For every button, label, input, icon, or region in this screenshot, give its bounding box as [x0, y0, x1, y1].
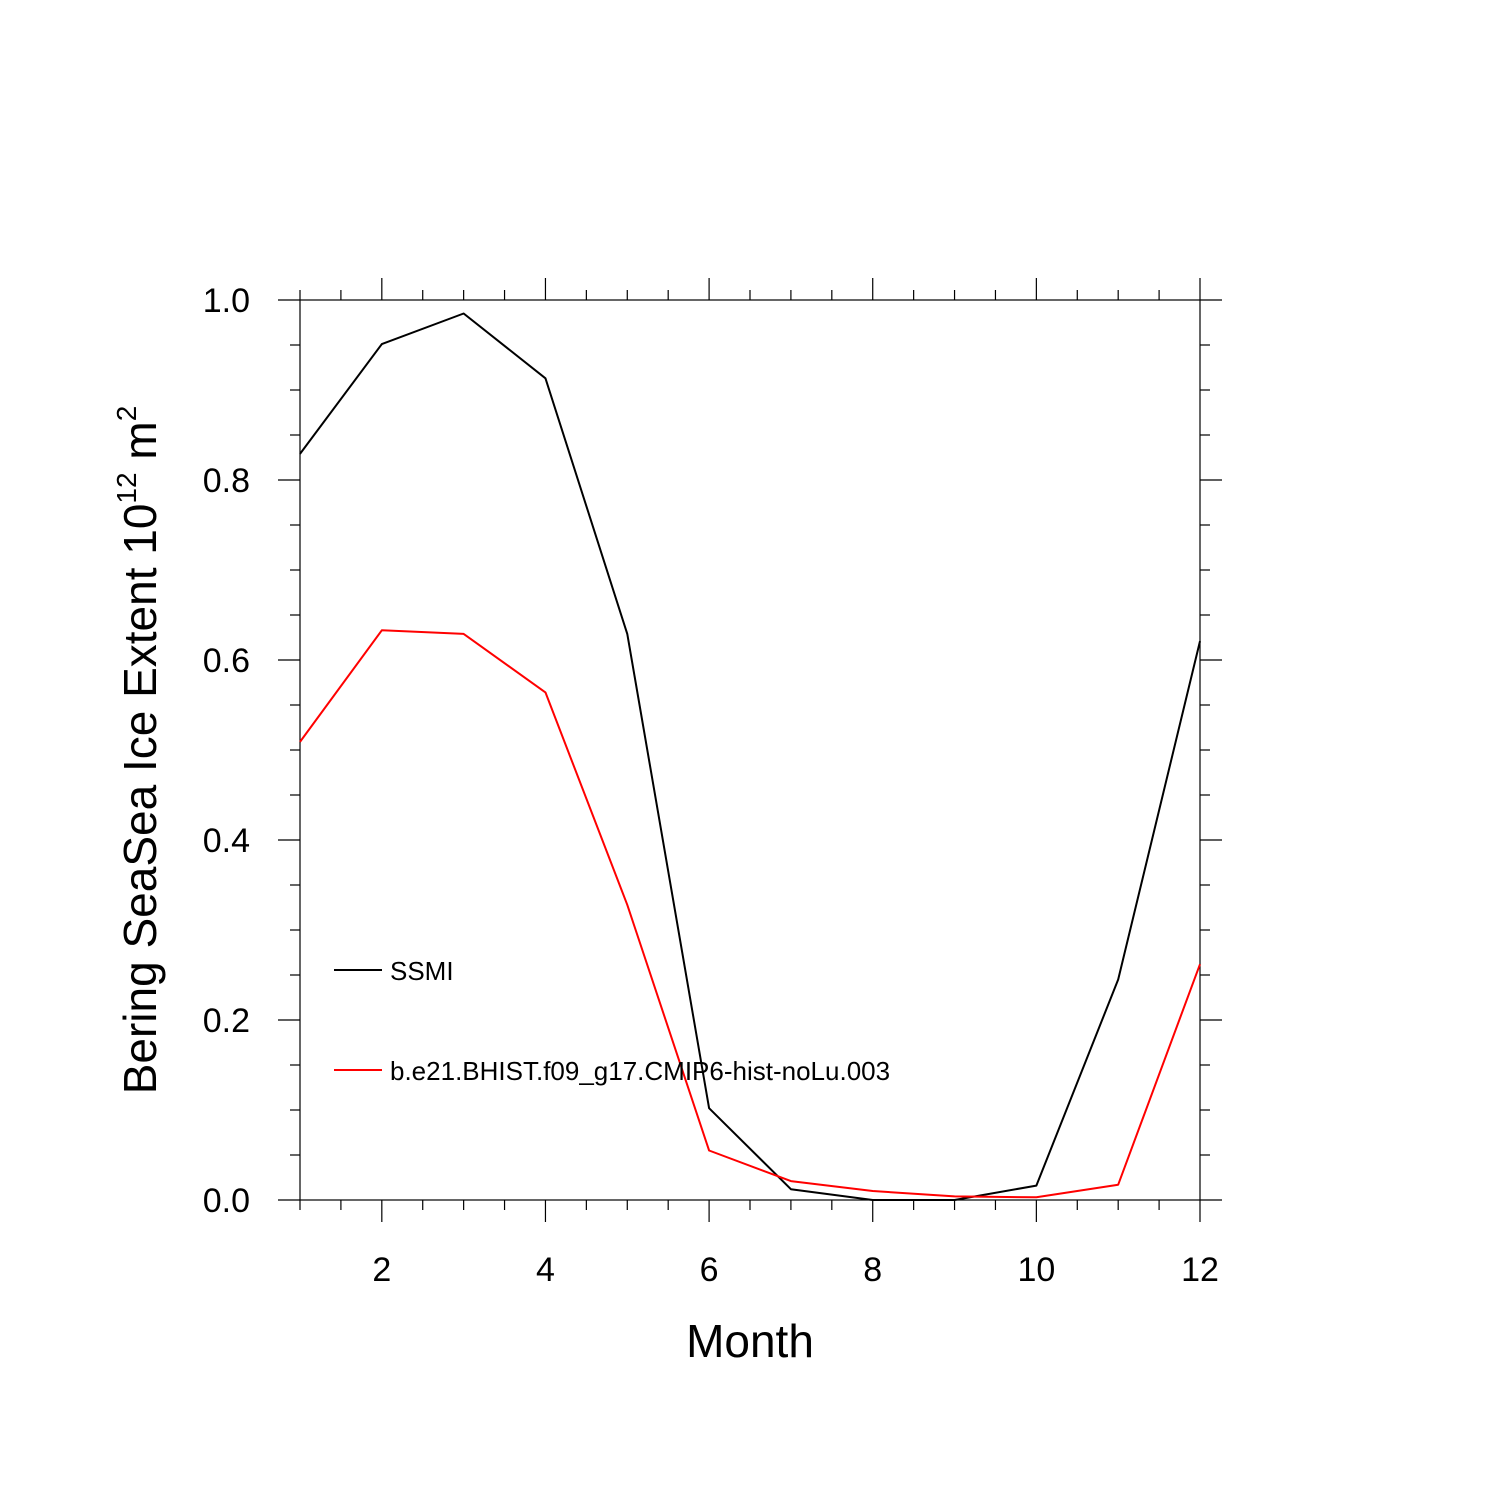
tick-labels: 2 4 6 8 10 12 0.0 0.2 0.4 0.6 0.8 1.0	[203, 282, 1219, 1289]
x-axis-title: Month	[686, 1315, 814, 1367]
y-tick-label: 0.4	[203, 822, 250, 860]
y-axis-title: Bering SeaSea Ice Extent 1012 m2	[111, 406, 166, 1095]
y-tick-label: 0.2	[203, 1002, 250, 1040]
x-tick-label: 4	[536, 1251, 555, 1289]
y-axis-title-unit-exponent: 2	[111, 406, 142, 422]
x-tick-label: 8	[863, 1251, 882, 1289]
y-tick-label: 0.8	[203, 462, 250, 500]
x-tick-label: 6	[700, 1251, 719, 1289]
y-axis-title-exponent: 12	[111, 472, 142, 503]
x-tick-label: 2	[372, 1251, 391, 1289]
y-tick-label: 0.0	[203, 1182, 250, 1220]
x-tick-label: 12	[1181, 1251, 1219, 1289]
y-axis-title-unit: m	[114, 421, 166, 472]
axis-ticks	[278, 278, 1222, 1222]
legend: SSMI b.e21.BHIST.f09_g17.CMIP6-hist-noLu…	[334, 956, 890, 1086]
y-tick-label: 0.6	[203, 642, 250, 680]
y-axis-title-main: Bering SeaSea Ice Extent 10	[114, 504, 166, 1095]
y-tick-label: 1.0	[203, 282, 250, 320]
series-lines	[299, 312, 1201, 1201]
legend-label-ssmi: SSMI	[390, 956, 454, 986]
series-line-model	[299, 629, 1201, 1199]
series-line-ssmi	[299, 312, 1201, 1201]
x-tick-label: 10	[1017, 1251, 1055, 1289]
plot-frame	[299, 299, 1201, 1201]
legend-label-model: b.e21.BHIST.f09_g17.CMIP6-hist-noLu.003	[390, 1056, 890, 1086]
